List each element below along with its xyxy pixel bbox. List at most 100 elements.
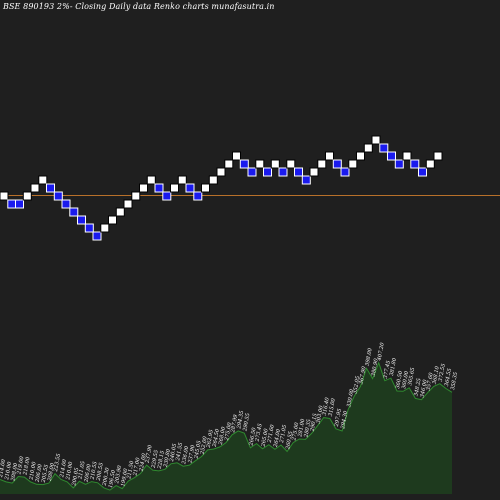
renko-brick-down (410, 159, 420, 169)
volume-label: 275.00 (224, 421, 233, 442)
volume-label: 330.00 (346, 388, 355, 408)
volume-label: 358.35 (450, 372, 459, 391)
volume-label: 210.00 (28, 461, 37, 482)
renko-brick-down (294, 167, 303, 177)
volume-label: 214.00 (59, 458, 68, 479)
volume-label: 219.00 (16, 455, 25, 476)
renko-brick-down (193, 191, 203, 201)
volume-label: 365.65 (407, 367, 416, 386)
volume-label: 264.00 (273, 428, 282, 449)
renko-brick-up (123, 199, 133, 209)
volume-label: 316.40 (322, 396, 331, 416)
renko-brick-down (301, 175, 311, 185)
volume-label: 290.15 (309, 413, 318, 433)
renko-brick-up (425, 159, 435, 169)
volume-label: 275.00 (291, 421, 300, 442)
volume-label: 264.50 (212, 428, 221, 449)
renko-brick-up (208, 175, 218, 185)
renko-brick-down (263, 167, 272, 177)
volume-label: 315.00 (328, 397, 337, 417)
volume-label: 208.00 (47, 462, 56, 483)
renko-brick-up (139, 183, 148, 193)
volume-label: 241.55 (175, 442, 184, 462)
volume-label: 271.05 (279, 424, 288, 444)
volume-label: 229.55 (151, 450, 160, 470)
volume-label: 199.00 (120, 467, 129, 487)
volume-label: 364.55 (444, 368, 453, 387)
volume-label: 240.05 (169, 443, 178, 463)
volume-label: 368.10 (432, 365, 441, 385)
renko-brick-up (100, 223, 110, 233)
volume-label: 273.45 (254, 423, 263, 443)
renko-brick-down (278, 167, 288, 177)
volume-label: 237.90 (187, 444, 196, 465)
renko-brick-up (363, 143, 373, 153)
volume-label: 228.15 (157, 450, 166, 470)
renko-brick-down (77, 215, 86, 225)
volume-label: 265.00 (260, 427, 269, 448)
volume-label: 407.20 (377, 341, 386, 362)
renko-brick-down (84, 223, 94, 233)
volume-label: 348.25 (413, 378, 422, 397)
volume-label: 281.00 (297, 418, 306, 439)
renko-brick-down (185, 183, 195, 193)
renko-brick-up (22, 191, 32, 201)
volume-label: 297.95 (334, 408, 343, 428)
volume-label: 196.50 (108, 469, 117, 489)
volume-label: 398.00 (365, 347, 374, 367)
renko-brick-up (348, 159, 358, 169)
volume-label: 280.35 (303, 419, 312, 439)
volume-label: 205.55 (41, 464, 50, 484)
volume-label: 294.35 (236, 410, 245, 430)
renko-brick-down (61, 199, 71, 209)
renko-brick-down (379, 143, 389, 153)
renko-brick-up (286, 159, 296, 169)
renko-brick-down (154, 183, 164, 193)
volume-label: 360.50 (395, 370, 404, 390)
volume-label: 208.00 (10, 462, 19, 483)
renko-brick-up (177, 175, 187, 185)
renko-brick-down (53, 191, 63, 201)
volume-label: 262.95 (206, 429, 215, 449)
volume-label: 200.05 (71, 467, 80, 487)
volume-label: 381.80 (389, 357, 398, 377)
renko-brick-up (325, 151, 334, 161)
renko-brick-down (387, 151, 396, 161)
volume-label: 367.90 (358, 365, 367, 385)
volume-label: 357.60 (426, 371, 435, 391)
volume-label: 303.00 (316, 404, 325, 424)
volume-label: 290.55 (242, 413, 251, 433)
volume-label: 268.00 (218, 426, 227, 447)
volume-area (0, 362, 452, 494)
volume-label: 210.00 (65, 461, 74, 482)
volume-label: 210.00 (4, 461, 13, 482)
volume-label: 245.05 (193, 440, 202, 460)
volume-label: 346.00 (420, 378, 429, 398)
volume-label: 360.00 (401, 370, 410, 390)
renko-brick-up (115, 207, 125, 217)
volume-label: 214.00 (0, 458, 7, 479)
renko-brick-down (7, 199, 17, 209)
volume-label: 352.05 (352, 376, 361, 395)
renko-brick-up (402, 151, 412, 161)
renko-brick-up (371, 135, 381, 145)
renko-brick-down (239, 159, 249, 169)
volume-label: 223.55 (53, 453, 62, 473)
volume-line (0, 361, 453, 491)
renko-brick-up (224, 159, 234, 169)
volume-label: 211.50 (126, 460, 135, 481)
volume-label: 230.80 (163, 448, 172, 469)
renko-brick-up (30, 183, 40, 193)
volume-label: 208.55 (96, 462, 105, 482)
volume-label: 203.90 (114, 464, 123, 485)
chart-title: BSE 890193 2%- Closing Daily data Renko … (3, 2, 275, 11)
renko-brick-up (108, 215, 117, 225)
renko-brick-up (131, 191, 141, 201)
renko-brick-down (332, 159, 342, 169)
renko-brick-up (38, 175, 48, 185)
volume-label: 266.50 (248, 427, 257, 448)
renko-brick-up (216, 167, 226, 177)
volume-label: 236.00 (181, 445, 190, 466)
volume-label: 237.90 (144, 444, 153, 465)
